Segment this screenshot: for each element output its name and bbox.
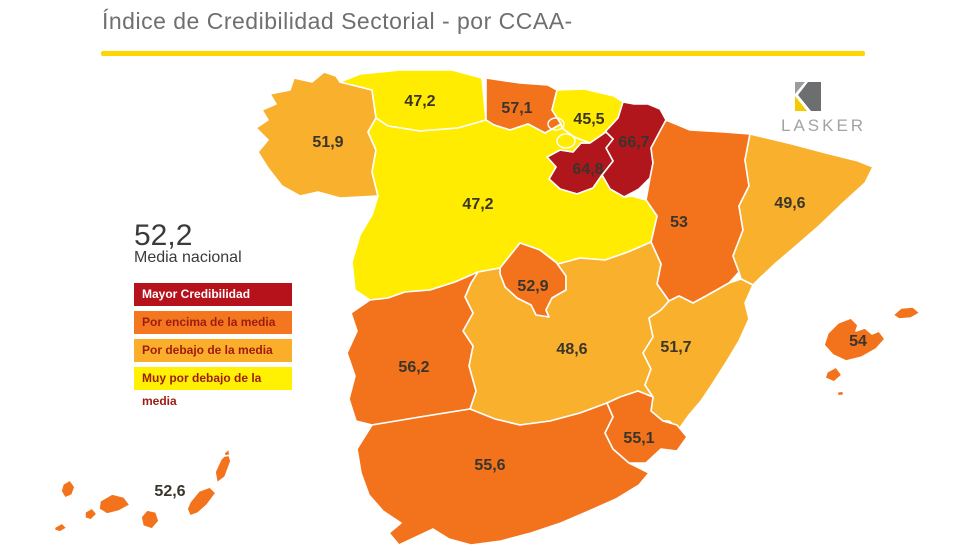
legend: Mayor Credibilidad Por encima de la medi… [134,283,292,408]
region-canarias [53,448,232,533]
legend-item-label: Por debajo de la media [142,343,273,357]
region-value-cantabria: 57,1 [501,100,532,117]
region-value-extremadura: 56,2 [398,359,429,376]
page-title: Índice de Credibilidad Sectorial - por C… [102,8,573,34]
region-value-baleares: 54 [849,333,867,350]
national-average: 52,2 Media nacional [134,219,242,266]
region-value-aragon: 53 [670,214,688,231]
region-value-andalucia: 55,6 [474,457,505,474]
legend-item-por-debajo: Por debajo de la media [134,339,292,362]
region-extremadura [346,271,479,426]
title-underline [101,51,865,56]
enclave-outline [556,133,576,149]
region-value-castilla_mancha: 48,6 [556,341,587,358]
region-value-pais_vasco: 45,5 [573,111,604,128]
lasker-logo: LASKER [781,82,889,136]
region-value-murcia: 55,1 [623,430,654,447]
lasker-logo-icon [795,82,821,111]
region-value-canarias: 52,6 [154,483,185,500]
national-average-value: 52,2 [134,219,193,252]
enclave-outline [547,117,565,131]
region-value-valencia: 51,7 [660,339,691,356]
region-baleares [823,306,921,397]
region-value-asturias: 47,2 [404,93,435,110]
region-value-galicia: 51,9 [312,134,343,151]
legend-item-label: Mayor Credibilidad [142,287,251,301]
region-value-castilla_leon: 47,2 [462,196,493,213]
region-value-cataluna: 49,6 [774,195,805,212]
region-valencia [642,278,754,430]
legend-item-mayor-credibilidad: Mayor Credibilidad [134,283,292,306]
legend-item-muy-por-debajo: Muy por debajo de la media [134,367,292,408]
region-value-navarra: 66,7 [618,134,649,151]
region-murcia [604,390,688,464]
region-value-madrid: 52,9 [517,278,548,295]
legend-item-por-encima: Por encima de la media [134,311,292,334]
lasker-logo-text: LASKER [781,116,867,135]
region-andalucia [356,402,650,546]
legend-item-label: Por encima de la media [142,315,276,329]
region-castilla_leon [351,117,658,301]
region-value-la_rioja: 64,8 [572,161,603,178]
legend-item-label: Muy por debajo de la media [142,371,262,408]
region-cataluna [732,133,874,286]
national-average-label: Media nacional [134,249,242,266]
region-aragon [645,119,751,304]
